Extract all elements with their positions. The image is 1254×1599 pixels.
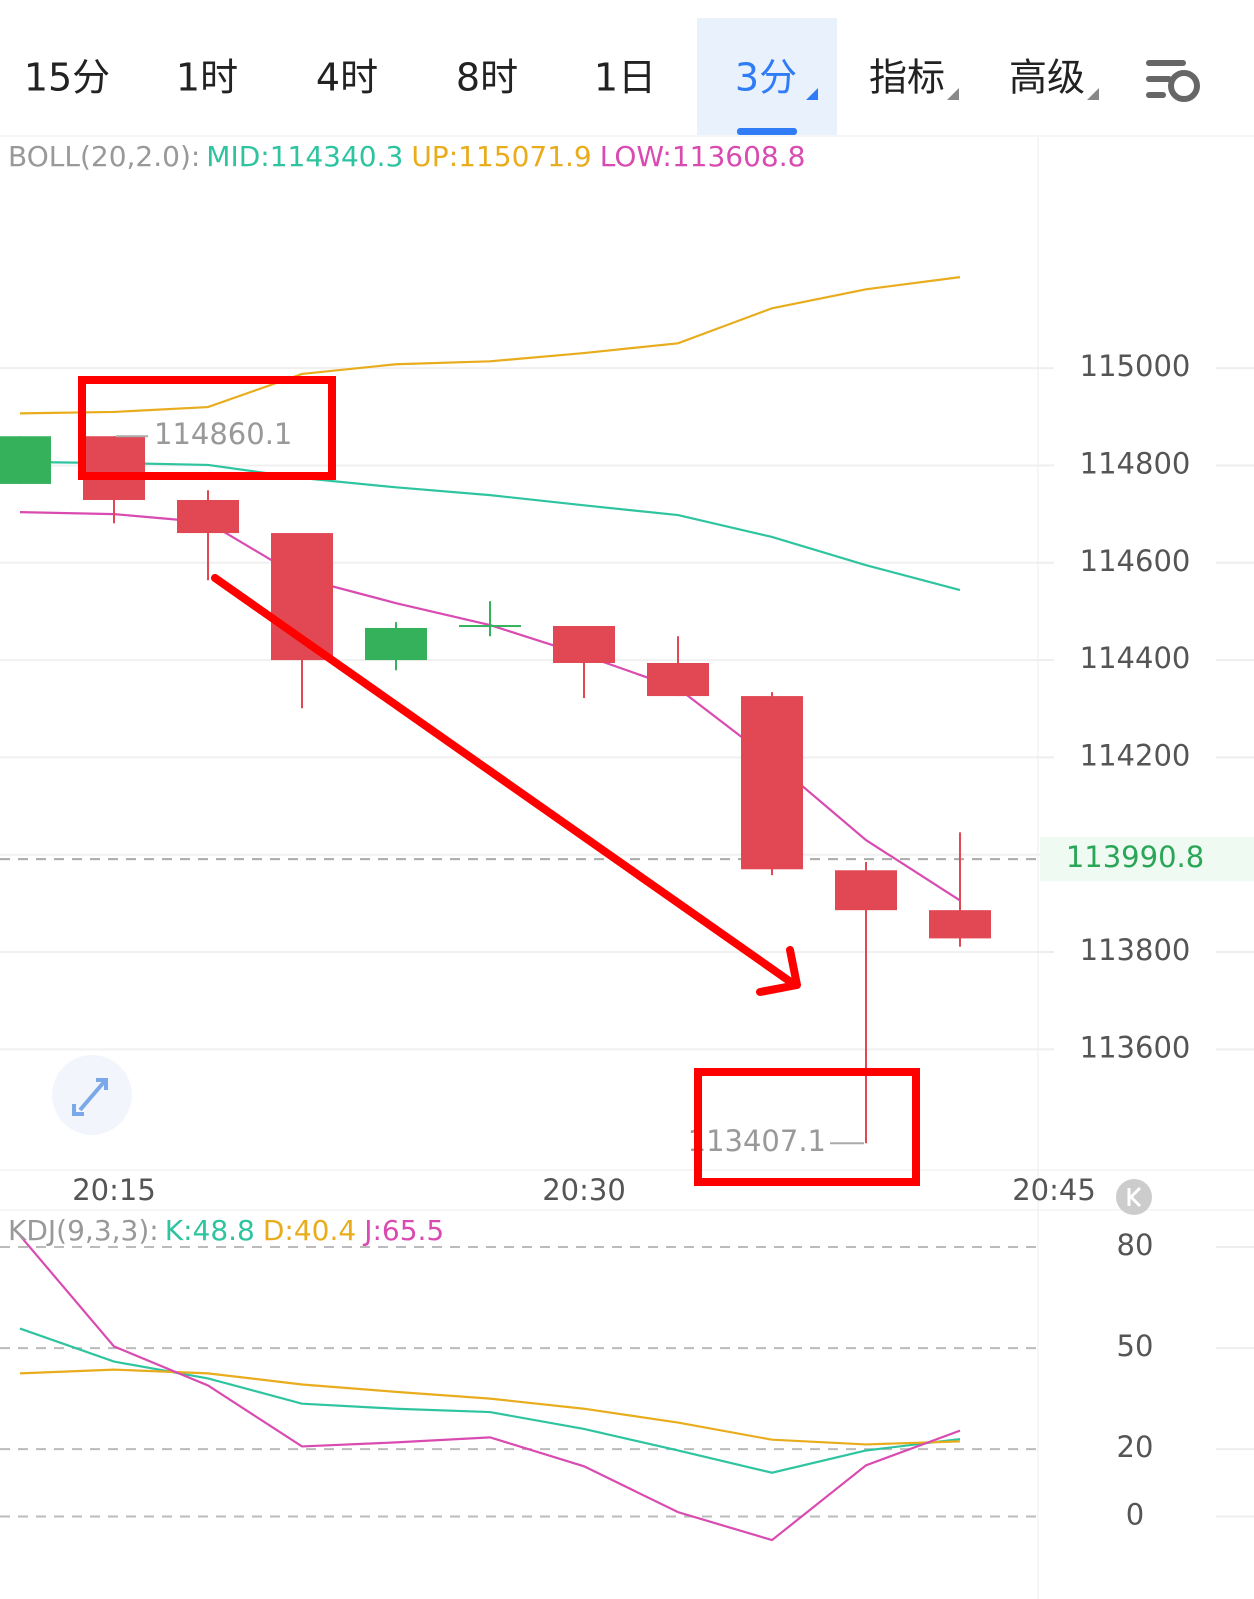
indicator-line (19, 1234, 961, 1542)
tab[interactable]: 1日 (594, 56, 656, 100)
active-tab-bg (697, 18, 837, 135)
indicator-line (19, 276, 961, 415)
y-tick-label: 115000 (1080, 349, 1191, 383)
tab[interactable]: 4时 (316, 56, 378, 100)
candle-body (0, 436, 51, 484)
candle-body (741, 696, 803, 870)
indicator-name: BOLL(20,2.0): (8, 140, 200, 173)
legend-entry: K:48.8 (165, 1214, 255, 1247)
x-tick-label: 20:30 (542, 1173, 626, 1207)
settings-icon[interactable] (1146, 60, 1200, 102)
candle-body (459, 625, 521, 628)
candle-body (177, 499, 239, 534)
legend-entry: UP:115071.9 (411, 140, 591, 173)
min-label: 113407.1 (688, 1124, 826, 1158)
y-tick-label: 0 (1126, 1497, 1144, 1531)
candle-body (553, 626, 615, 663)
y-tick-label: 113600 (1080, 1030, 1191, 1064)
tab[interactable]: 8时 (456, 56, 518, 100)
x-tick-label: 20:45 (1012, 1173, 1096, 1207)
legend-entry: LOW:113608.8 (600, 140, 806, 173)
legend-entry: J:65.5 (362, 1214, 444, 1247)
y-tick-label: 113800 (1080, 933, 1191, 967)
active-tab-underline (737, 128, 797, 135)
indicator-name: KDJ(9,3,3): (8, 1214, 159, 1247)
tab[interactable]: 高级 (1009, 56, 1085, 100)
y-tick-label: 114200 (1080, 738, 1191, 772)
y-tick-label: 50 (1117, 1329, 1154, 1363)
indicator-legend: BOLL(20,2.0): MID:114340.3 UP:115071.9 LOW:… (8, 140, 805, 173)
dropdown-indicator (806, 88, 818, 100)
tab[interactable]: 指标 (869, 56, 945, 100)
annotation-overlay (78, 376, 920, 1186)
max-label: 114860.1 (154, 417, 292, 451)
tab[interactable]: 1时 (176, 56, 238, 100)
indicator-legend: KDJ(9,3,3): K:48.8 D:40.4 J:65.5 (8, 1214, 444, 1247)
last-price-bg (1040, 837, 1254, 882)
y-tick-label: 20 (1117, 1430, 1154, 1464)
tab[interactable]: 3分 (735, 56, 797, 100)
expand-button[interactable] (52, 1055, 132, 1135)
candle-body (835, 870, 897, 911)
dropdown-indicator (1087, 88, 1099, 100)
y-tick-label: 80 (1117, 1228, 1154, 1262)
x-tick-label: 20:15 (72, 1173, 156, 1207)
candle-body (647, 662, 709, 697)
candle-body (365, 627, 427, 661)
tab-bar: 15分 1时 4时 8时 1日 3分 指标 高级 (24, 56, 1099, 100)
y-tick-label: 114400 (1080, 641, 1191, 675)
tab[interactable]: 15分 (24, 56, 110, 100)
indicator-line (19, 460, 961, 592)
last-price-label: 113990.8 (1066, 840, 1204, 874)
legend-entry: D:40.4 (263, 1214, 356, 1247)
legend-entry: MID:114340.3 (206, 140, 403, 173)
candle-body (929, 910, 991, 939)
scroll-to-latest[interactable] (1116, 1179, 1152, 1215)
dropdown-indicator (947, 88, 959, 100)
candle-body (83, 436, 145, 500)
y-tick-label: 114800 (1080, 446, 1191, 480)
y-tick-label: 114600 (1080, 544, 1191, 578)
